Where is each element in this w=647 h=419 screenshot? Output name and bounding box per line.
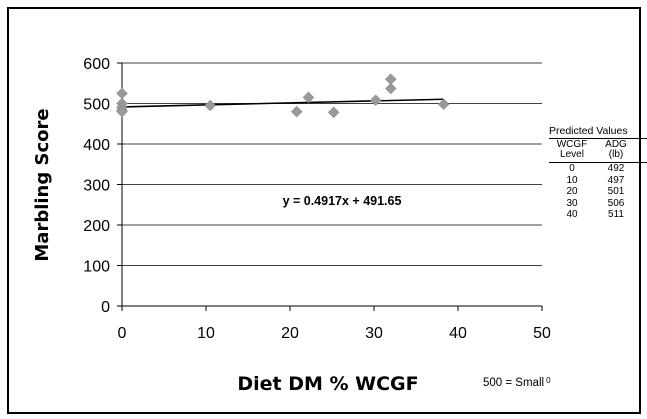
x-tick-label: 10 xyxy=(197,325,215,342)
y-tick-label: 600 xyxy=(83,56,110,73)
x-tick-label: 50 xyxy=(533,325,551,342)
y-axis-label: Marbling Score xyxy=(32,108,53,261)
table-title: Predicted Values xyxy=(549,125,628,137)
y-tick-label: 500 xyxy=(83,97,110,114)
data-point xyxy=(116,105,128,118)
y-tick-label: 0 xyxy=(101,299,110,316)
table-row: 40 511 xyxy=(566,209,624,220)
data-point xyxy=(369,94,382,107)
data-point xyxy=(290,105,303,118)
x-tick-label: 20 xyxy=(281,325,299,342)
data-point xyxy=(302,91,315,104)
x-tick-label: 40 xyxy=(449,325,467,342)
table-header: WCGF Level ADG (lb) xyxy=(549,138,647,163)
data-points xyxy=(116,73,450,119)
y-tick-label: 300 xyxy=(83,178,110,195)
table-row: 20 501 xyxy=(566,186,625,197)
x-axis-label: Diet DM % WCGF xyxy=(237,373,418,395)
predicted-values-table: Predicted Values WCGF Level ADG (lb) 0 49… xyxy=(549,124,647,221)
table-row: 10 497 xyxy=(566,174,625,186)
trendline-equation: y = 0.4917x + 491.65 xyxy=(283,194,402,208)
data-point xyxy=(384,82,397,95)
gridlines xyxy=(122,62,542,266)
x-tick-label: 30 xyxy=(365,325,383,342)
y-tick-label: 200 xyxy=(83,218,110,235)
y-tick-labels: 0 100 200 300 400 500 600 xyxy=(83,56,110,316)
x-tick-labels: 0 10 20 30 40 50 xyxy=(118,325,551,342)
col-header-adg: ADG (lb) xyxy=(605,139,627,160)
table-row: 0 492 xyxy=(569,163,625,174)
score-note: 500 = Small 0 xyxy=(483,376,551,389)
data-point xyxy=(437,98,450,111)
x-tick-label: 0 xyxy=(118,325,127,342)
chart-frame xyxy=(7,7,641,414)
y-tick-label: 100 xyxy=(83,259,110,276)
trendline-segment xyxy=(121,98,444,108)
data-point xyxy=(116,87,128,100)
data-point xyxy=(327,106,340,119)
table-row: 30 506 xyxy=(566,197,625,209)
axes xyxy=(117,62,543,311)
data-point xyxy=(204,99,217,112)
trendline xyxy=(121,98,444,108)
y-tick-label: 400 xyxy=(83,137,110,154)
col-header-wcgf: WCGF Level xyxy=(556,139,588,160)
